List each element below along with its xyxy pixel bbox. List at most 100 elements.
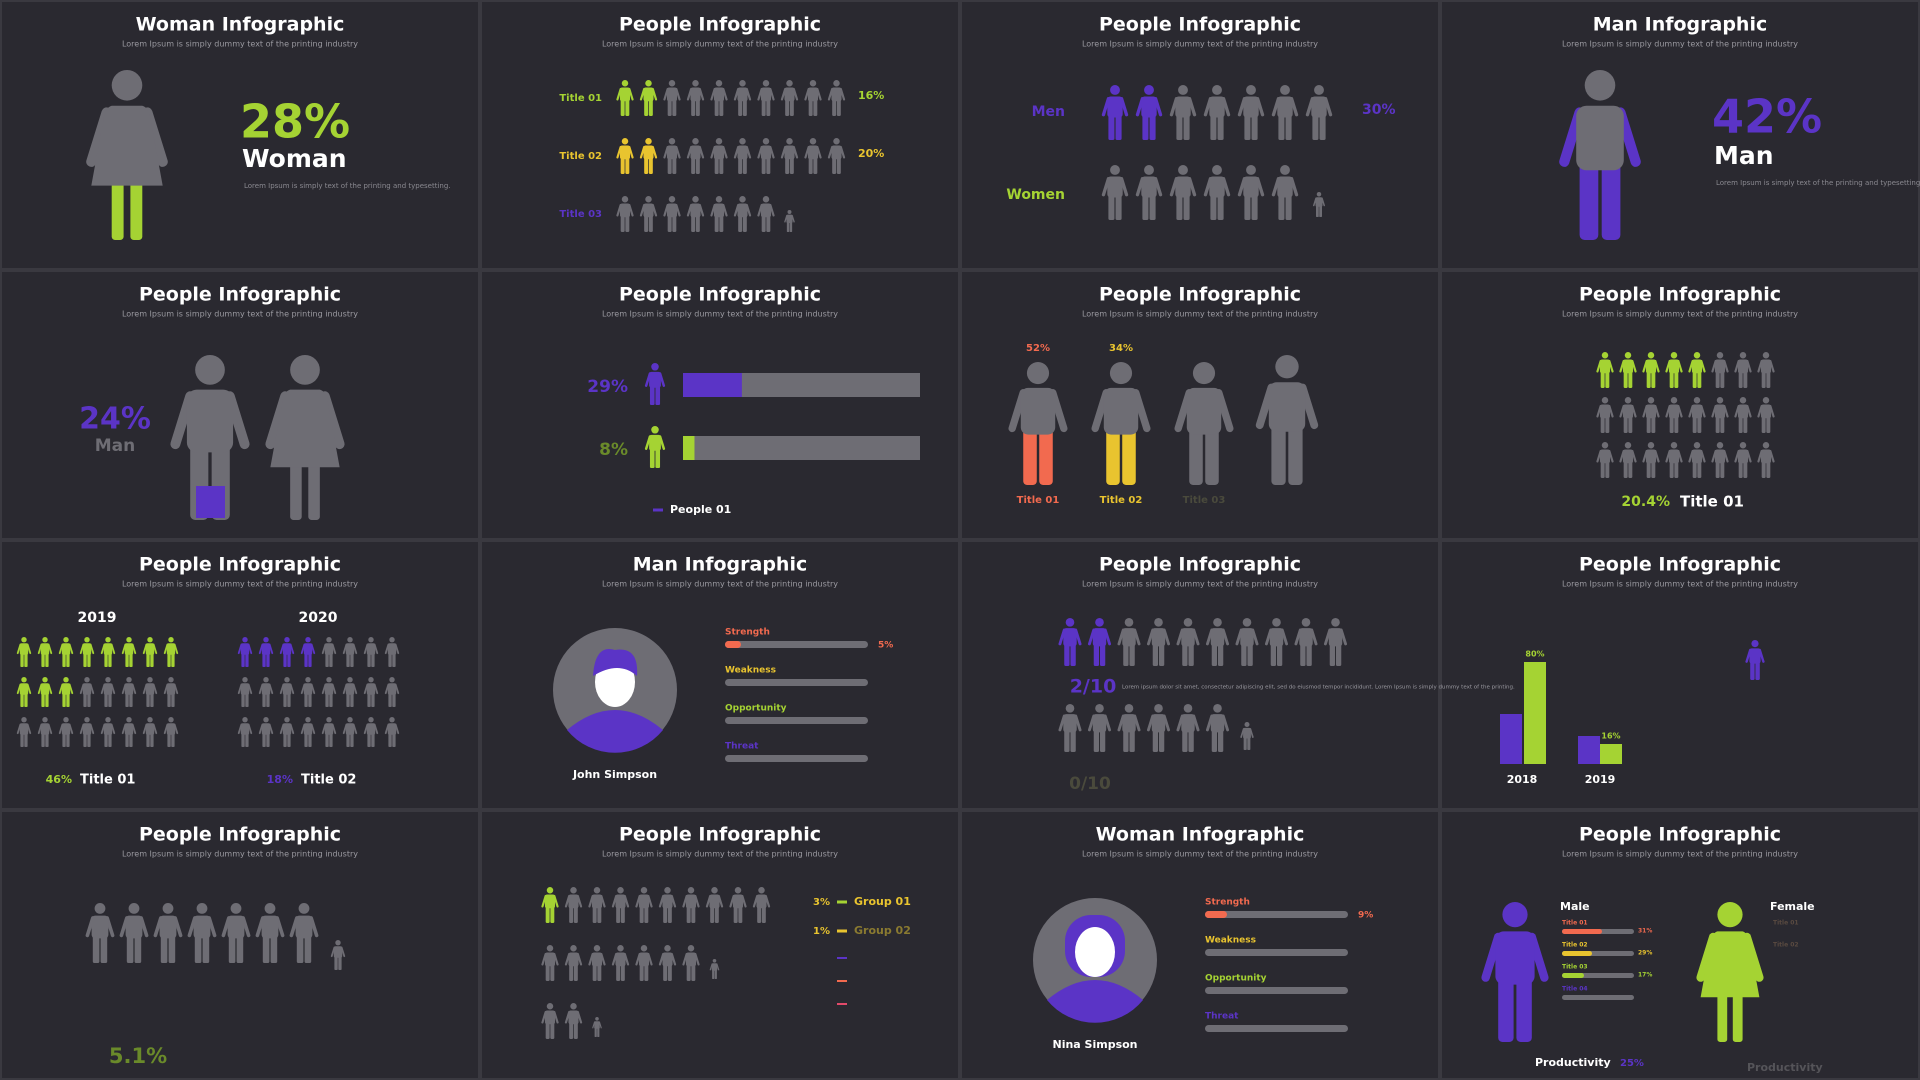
head: [105, 637, 111, 643]
torso: [638, 894, 650, 909]
label: 1%: [813, 926, 830, 937]
man-icon: [733, 138, 752, 174]
leg: [1738, 371, 1743, 388]
leg: [808, 157, 813, 174]
torso: [1714, 404, 1726, 419]
head: [305, 677, 311, 683]
head: [621, 80, 629, 87]
man-icon: [153, 903, 183, 963]
leg: [573, 1022, 578, 1039]
torso: [568, 952, 579, 967]
head: [1192, 362, 1216, 385]
man-icon: [1313, 192, 1325, 217]
torso: [831, 145, 842, 160]
leg: [1093, 729, 1100, 752]
torso: [282, 643, 292, 655]
leg: [714, 906, 719, 923]
label: Lorem Ipsum is simply dummy text of the …: [1082, 40, 1318, 49]
head: [1762, 442, 1770, 449]
label: Lorem Ipsum is simply text of the printi…: [1716, 179, 1920, 187]
leg: [1158, 643, 1165, 666]
head: [1144, 85, 1154, 95]
label: Productivity: [1535, 1056, 1611, 1069]
leg: [262, 935, 270, 963]
head: [21, 677, 27, 683]
head: [546, 945, 554, 952]
man-icon: [1235, 618, 1259, 666]
head: [715, 80, 723, 87]
man-icon: [37, 717, 53, 747]
leg: [83, 733, 87, 747]
man-icon: [1135, 165, 1163, 220]
label: Title 04: [1562, 986, 1588, 993]
leg: [1697, 416, 1702, 433]
tile: [482, 812, 958, 1078]
label: John Simpson: [572, 768, 657, 781]
man-icon: [1757, 397, 1775, 433]
head: [1183, 618, 1193, 627]
man-icon: [221, 903, 251, 963]
label: Group 02: [854, 924, 911, 937]
torso: [1269, 628, 1284, 647]
man-icon: [733, 196, 752, 232]
man-icon: [279, 677, 295, 707]
leg: [649, 448, 655, 468]
label: Lorem Ipsum is simply dummy text of the …: [1562, 40, 1798, 49]
head: [1242, 618, 1252, 627]
leg: [691, 964, 696, 981]
man-icon: [635, 945, 653, 981]
torso: [1714, 359, 1726, 374]
leg: [644, 99, 649, 116]
leg: [1108, 114, 1115, 140]
leg: [1189, 428, 1203, 485]
leg: [597, 906, 602, 923]
leg: [1646, 416, 1651, 433]
head: [1647, 352, 1655, 359]
torso: [760, 145, 772, 160]
leg: [371, 653, 375, 667]
leg: [325, 733, 329, 747]
leg: [672, 99, 677, 116]
label: Woman Infographic: [136, 14, 345, 36]
torso: [732, 894, 744, 909]
man-icon: [588, 945, 606, 981]
label: People Infographic: [1579, 554, 1781, 576]
man-icon: [79, 677, 95, 707]
man-icon: [592, 1017, 602, 1037]
man-icon: [564, 1003, 583, 1039]
torso: [1691, 359, 1703, 374]
leg: [1743, 371, 1748, 388]
man-icon: [541, 1003, 559, 1039]
label: 20%: [858, 147, 884, 160]
man-icon: [1745, 640, 1765, 680]
leg: [1761, 416, 1766, 433]
leg: [338, 956, 342, 970]
label: 16%: [1601, 732, 1620, 741]
leg: [304, 693, 308, 707]
head: [664, 945, 671, 952]
leg: [1142, 114, 1149, 140]
dress: [91, 105, 163, 186]
man-icon: [100, 637, 116, 667]
man-icon: [639, 196, 658, 232]
torso: [261, 643, 271, 655]
leg: [1766, 416, 1771, 433]
torso: [666, 145, 678, 160]
leg: [686, 964, 691, 981]
leg: [1312, 114, 1319, 140]
leg: [1692, 416, 1697, 433]
torso: [1092, 714, 1107, 733]
label: Lorem Ipsum is simply dummy text of the …: [122, 580, 358, 589]
leg: [62, 733, 66, 747]
skill-bar: [1205, 911, 1348, 918]
torso: [638, 952, 650, 967]
man-icon: [279, 637, 295, 667]
man-icon: [658, 887, 677, 923]
bar-fill: [1562, 951, 1592, 956]
label: People Infographic: [1579, 824, 1781, 846]
label: 25%: [1620, 1058, 1644, 1069]
head: [617, 887, 624, 894]
leg: [1715, 416, 1720, 433]
head: [1647, 397, 1655, 404]
head: [809, 138, 817, 145]
